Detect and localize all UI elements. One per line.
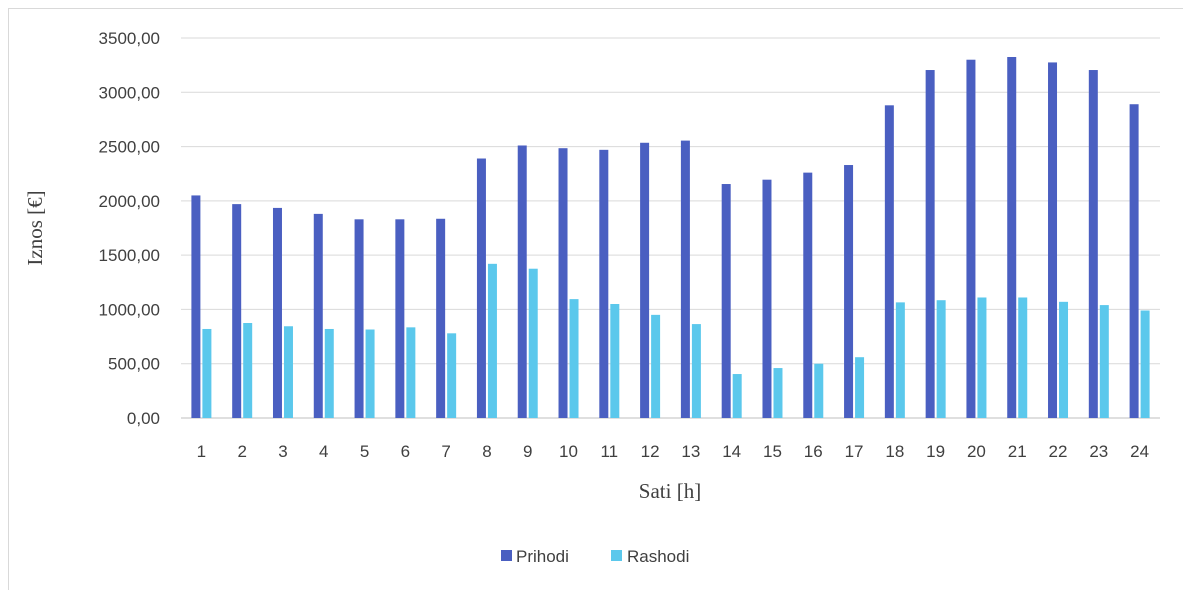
bar-rashodi-24: [1140, 310, 1150, 418]
bar-prihodi-21: [1007, 57, 1017, 418]
x-tick-label: 1: [197, 442, 206, 461]
x-tick-label: 15: [763, 442, 782, 461]
bar-rashodi-13: [691, 324, 701, 418]
legend: Prihodi Rashodi: [501, 547, 689, 566]
bar-prihodi-14: [721, 184, 731, 418]
bar-rashodi-10: [569, 299, 579, 418]
bar-prihodi-17: [844, 165, 854, 418]
bar-rashodi-15: [773, 368, 783, 418]
x-tick-label: 22: [1049, 442, 1068, 461]
x-tick-label: 9: [523, 442, 532, 461]
bar-prihodi-18: [884, 105, 894, 419]
x-tick-label: 14: [722, 442, 741, 461]
bar-rashodi-2: [243, 323, 253, 418]
bar-prihodi-16: [803, 172, 813, 418]
x-tick-label: 11: [600, 442, 618, 461]
legend-label-prihodi: Prihodi: [516, 547, 569, 566]
x-tick-label: 3: [278, 442, 287, 461]
bar-rashodi-5: [365, 329, 375, 418]
x-tick-label: 24: [1130, 442, 1149, 461]
bar-rashodi-17: [855, 357, 865, 418]
bar-prihodi-23: [1088, 70, 1098, 419]
bar-prihodi-10: [558, 148, 568, 418]
x-tick-label: 5: [360, 442, 369, 461]
x-tick-label: 12: [641, 442, 660, 461]
bar-rashodi-19: [936, 300, 946, 418]
bar-rashodi-16: [814, 363, 824, 418]
y-axis-ticks: 0,00 500,00 1000,00 1500,00 2000,00 2500,00 30…: [99, 29, 160, 428]
y-tick-label: 3000,00: [99, 83, 160, 102]
x-tick-label: 8: [482, 442, 491, 461]
bar-rashodi-23: [1099, 305, 1109, 418]
x-tick-label: 23: [1089, 442, 1108, 461]
bar-prihodi-13: [680, 140, 690, 418]
bar-prihodi-1: [191, 195, 201, 418]
bars: [191, 57, 1150, 419]
x-tick-label: 20: [967, 442, 986, 461]
chart-frame: [8, 8, 1183, 590]
bar-rashodi-6: [406, 327, 416, 418]
bar-rashodi-22: [1059, 301, 1069, 418]
x-tick-label: 13: [681, 442, 700, 461]
bar-prihodi-15: [762, 179, 772, 418]
x-axis-ticks: 1 2 3 4 5 6 7 8 9 10 11 12 13 14 15 16 17 18 19 20 21 22 23 24: [197, 442, 1149, 461]
x-tick-label: 6: [401, 442, 410, 461]
y-tick-label: 1000,00: [99, 300, 160, 319]
bar-rashodi-8: [487, 263, 497, 418]
x-tick-label: 4: [319, 442, 328, 461]
bar-rashodi-7: [447, 333, 457, 418]
bar-prihodi-2: [232, 204, 242, 418]
bar-rashodi-21: [1018, 297, 1028, 418]
x-tick-label: 7: [441, 442, 450, 461]
bar-rashodi-14: [732, 374, 742, 418]
bar-rashodi-4: [324, 328, 334, 418]
bar-prihodi-4: [313, 213, 323, 418]
y-tick-label: 1500,00: [99, 246, 160, 265]
bar-prihodi-22: [1048, 62, 1058, 419]
bar-rashodi-18: [895, 302, 905, 418]
bar-prihodi-20: [966, 59, 976, 418]
bar-prihodi-11: [599, 149, 609, 419]
y-axis-title: Iznos [€]: [23, 190, 47, 265]
x-axis-title: Sati [h]: [639, 479, 701, 503]
y-tick-label: 500,00: [108, 355, 160, 374]
bar-prihodi-7: [436, 218, 446, 418]
bar-prihodi-3: [272, 207, 282, 418]
bar-rashodi-12: [651, 314, 661, 418]
x-tick-label: 19: [926, 442, 945, 461]
bar-rashodi-3: [283, 326, 293, 418]
x-tick-label: 17: [845, 442, 864, 461]
legend-swatch-rashodi: [611, 550, 622, 561]
bar-rashodi-9: [528, 268, 538, 418]
x-tick-label: 2: [237, 442, 246, 461]
gridlines: [181, 37, 1160, 419]
y-tick-label: 2500,00: [99, 138, 160, 157]
bar-prihodi-12: [640, 142, 650, 418]
bar-prihodi-19: [925, 70, 935, 419]
y-tick-label: 0,00: [127, 409, 160, 428]
bar-prihodi-6: [395, 219, 405, 418]
bar-prihodi-24: [1129, 104, 1139, 418]
bar-rashodi-20: [977, 297, 987, 418]
legend-swatch-prihodi: [501, 550, 512, 561]
bar-rashodi-1: [202, 328, 212, 418]
y-tick-label: 3500,00: [99, 29, 160, 48]
bar-prihodi-9: [517, 145, 527, 418]
x-tick-label: 10: [559, 442, 578, 461]
bar-prihodi-5: [354, 219, 364, 418]
y-tick-label: 2000,00: [99, 192, 160, 211]
bar-prihodi-8: [476, 158, 486, 418]
x-tick-label: 18: [885, 442, 904, 461]
legend-label-rashodi: Rashodi: [627, 547, 689, 566]
x-tick-label: 21: [1008, 442, 1027, 461]
bar-rashodi-11: [610, 304, 620, 418]
x-tick-label: 16: [804, 442, 823, 461]
